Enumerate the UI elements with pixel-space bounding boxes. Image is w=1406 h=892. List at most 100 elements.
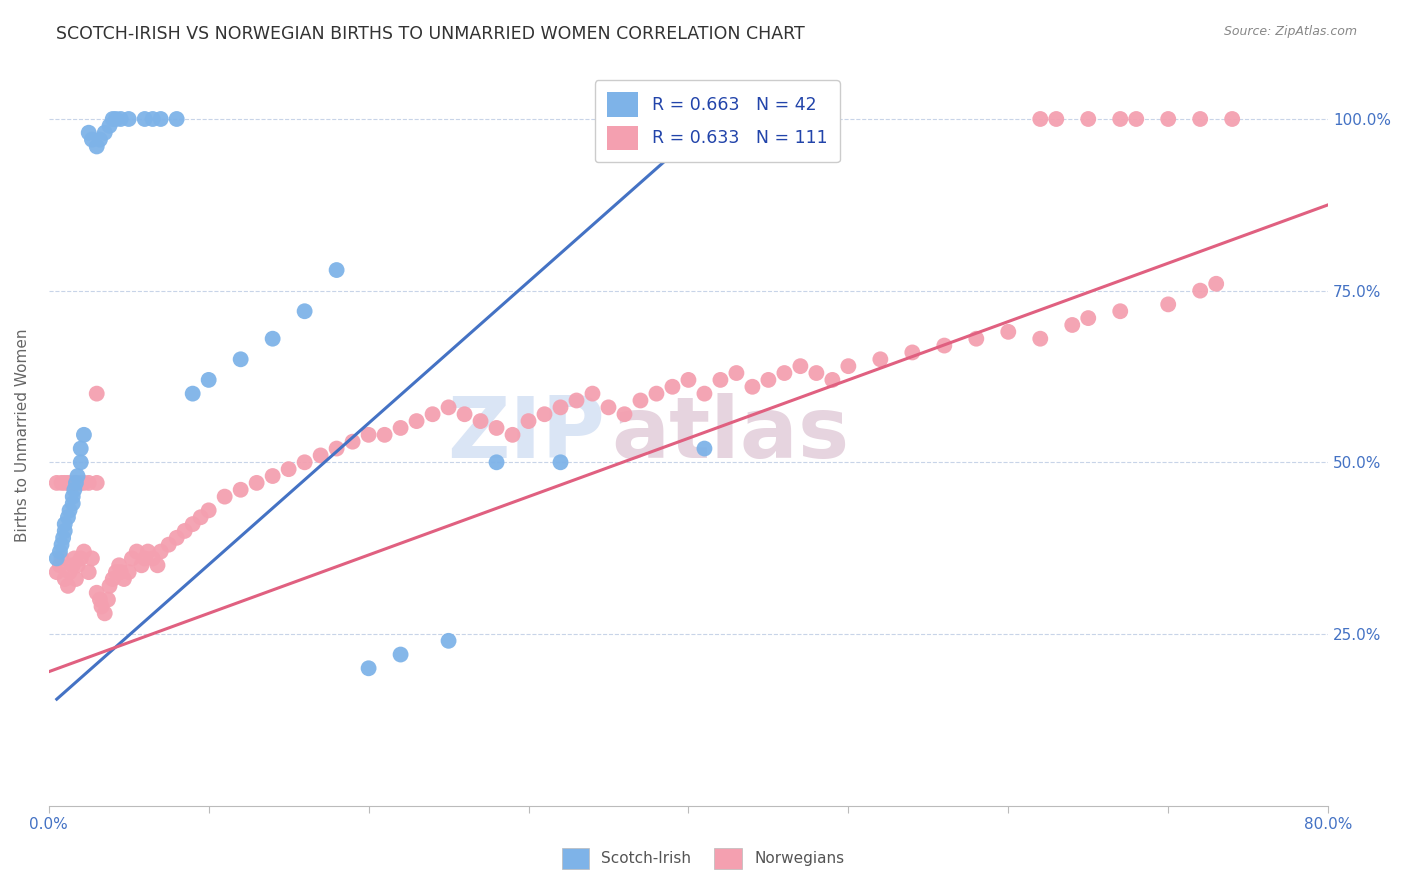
Point: [357, 661, 380, 675]
Point: [73, 544, 96, 558]
Point: [134, 551, 156, 566]
Point: [997, 325, 1019, 339]
Point: [131, 558, 153, 573]
Point: [630, 393, 652, 408]
Point: [56, 579, 79, 593]
Point: [325, 263, 347, 277]
Point: [149, 112, 172, 126]
Legend: R = 0.663   N = 42, R = 0.633   N = 111: R = 0.663 N = 42, R = 0.633 N = 111: [595, 80, 839, 162]
Point: [98, 119, 121, 133]
Point: [142, 551, 165, 566]
Point: [502, 427, 524, 442]
Point: [693, 386, 716, 401]
Point: [58, 503, 80, 517]
Point: [73, 427, 96, 442]
Point: [90, 599, 112, 614]
Point: [125, 544, 148, 558]
Point: [517, 414, 540, 428]
Point: [645, 386, 668, 401]
Point: [389, 421, 412, 435]
Point: [758, 373, 780, 387]
Point: [58, 565, 80, 579]
Point: [1062, 318, 1084, 332]
Point: [93, 607, 115, 621]
Point: [166, 112, 188, 126]
Point: [89, 592, 111, 607]
Point: [53, 524, 76, 538]
Point: [294, 304, 316, 318]
Point: [166, 531, 188, 545]
Point: [1189, 284, 1212, 298]
Point: [62, 496, 84, 510]
Point: [93, 126, 115, 140]
Point: [51, 475, 73, 490]
Point: [45, 551, 67, 566]
Point: [277, 462, 299, 476]
Point: [437, 633, 460, 648]
Point: [1157, 112, 1180, 126]
Point: [142, 112, 165, 126]
Point: [62, 490, 84, 504]
Point: [197, 373, 219, 387]
Point: [229, 352, 252, 367]
Point: [108, 558, 131, 573]
Point: [98, 579, 121, 593]
Point: [181, 517, 204, 532]
Point: [97, 592, 120, 607]
Point: [806, 366, 828, 380]
Point: [965, 332, 987, 346]
Point: [146, 558, 169, 573]
Point: [86, 139, 108, 153]
Point: [741, 380, 763, 394]
Y-axis label: Births to Unmarried Women: Births to Unmarried Women: [15, 328, 30, 541]
Point: [773, 366, 796, 380]
Point: [56, 510, 79, 524]
Point: [77, 475, 100, 490]
Point: [821, 373, 844, 387]
Point: [49, 544, 72, 558]
Point: [65, 475, 87, 490]
Point: [118, 565, 141, 579]
Text: SCOTCH-IRISH VS NORWEGIAN BIRTHS TO UNMARRIED WOMEN CORRELATION CHART: SCOTCH-IRISH VS NORWEGIAN BIRTHS TO UNMA…: [56, 25, 806, 43]
Point: [73, 475, 96, 490]
Point: [837, 359, 859, 374]
Point: [214, 490, 236, 504]
Point: [53, 475, 76, 490]
Point: [157, 538, 180, 552]
Point: [134, 112, 156, 126]
Point: [65, 572, 87, 586]
Point: [65, 475, 87, 490]
Point: [66, 558, 89, 573]
Point: [118, 112, 141, 126]
Point: [405, 414, 427, 428]
Point: [262, 469, 284, 483]
Point: [173, 524, 195, 538]
Point: [533, 407, 555, 421]
Point: [56, 475, 79, 490]
Point: [49, 558, 72, 573]
Point: [709, 373, 731, 387]
Point: [1029, 332, 1052, 346]
Point: [86, 386, 108, 401]
Point: [1220, 112, 1243, 126]
Point: [136, 544, 159, 558]
Text: Source: ZipAtlas.com: Source: ZipAtlas.com: [1223, 25, 1357, 38]
Point: [246, 475, 269, 490]
Point: [77, 565, 100, 579]
Point: [789, 359, 811, 374]
Point: [342, 434, 364, 449]
Point: [437, 401, 460, 415]
Point: [45, 475, 67, 490]
Point: [1125, 112, 1147, 126]
Point: [53, 517, 76, 532]
Point: [1189, 112, 1212, 126]
Point: [69, 475, 91, 490]
Point: [104, 565, 127, 579]
Point: [550, 401, 572, 415]
Point: [1045, 112, 1067, 126]
Point: [325, 442, 347, 456]
Point: [485, 455, 508, 469]
Point: [1157, 297, 1180, 311]
Point: [1109, 304, 1132, 318]
Point: [613, 407, 636, 421]
